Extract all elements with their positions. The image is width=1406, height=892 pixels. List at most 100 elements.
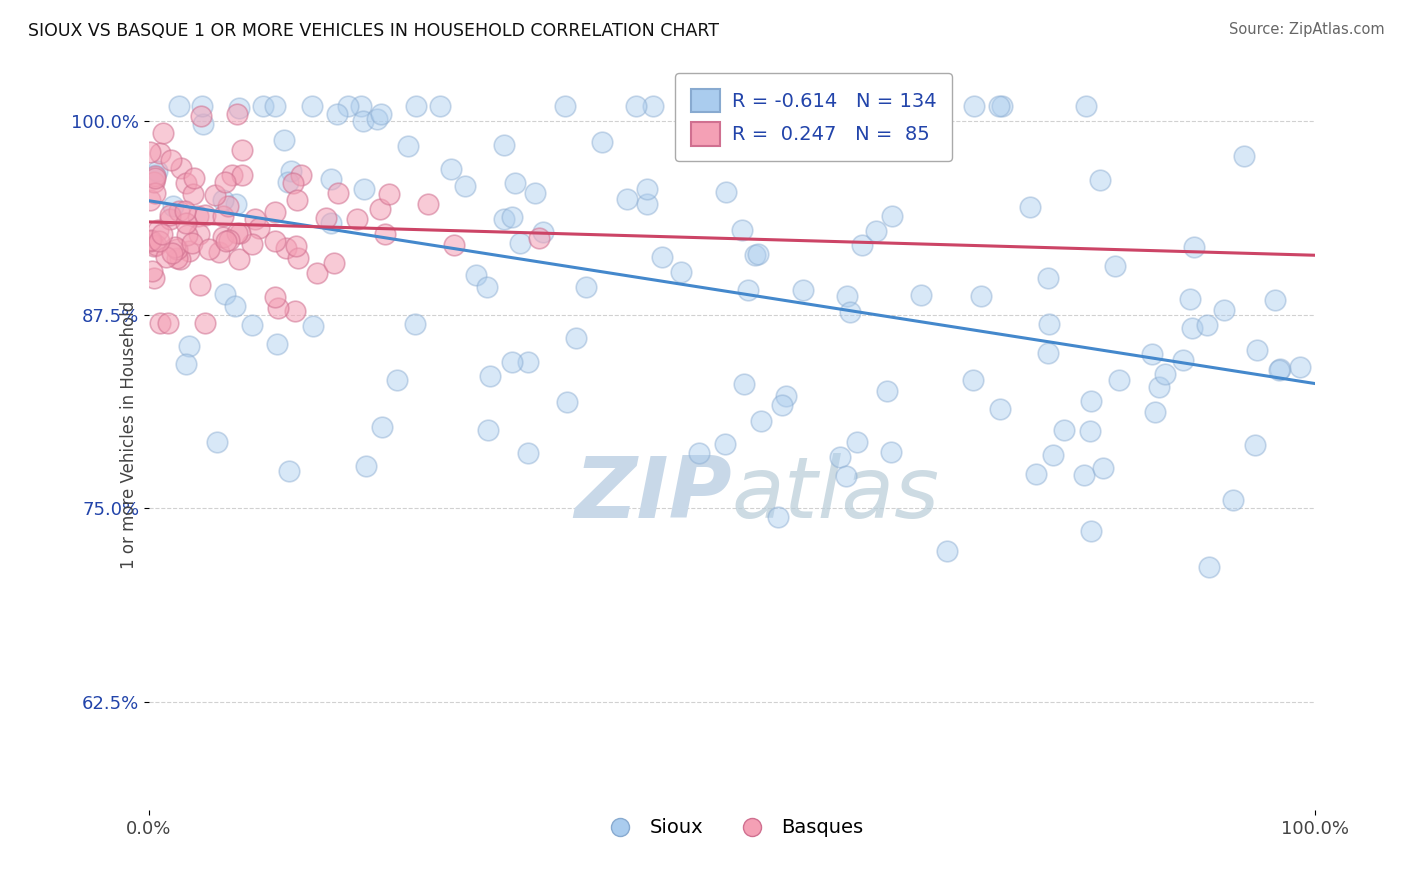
Point: [174, 357, 197, 371]
Point: [910, 288, 932, 302]
Point: [527, 231, 550, 245]
Point: [1018, 201, 1040, 215]
Point: [733, 376, 755, 391]
Point: [190, 99, 212, 113]
Point: [145, 168, 167, 182]
Point: [1268, 361, 1291, 376]
Point: [149, 316, 172, 330]
Point: [669, 265, 692, 279]
Point: [1246, 343, 1268, 358]
Point: [828, 450, 851, 465]
Point: [214, 175, 236, 189]
Point: [156, 316, 179, 330]
Point: [226, 226, 249, 240]
Point: [501, 211, 523, 225]
Point: [636, 197, 658, 211]
Point: [290, 168, 312, 182]
Point: [315, 211, 337, 226]
Point: [326, 107, 349, 121]
Point: [190, 277, 212, 292]
Point: [1088, 173, 1111, 187]
Point: [194, 208, 217, 222]
Legend: Sioux, Basques: Sioux, Basques: [593, 811, 870, 845]
Point: [273, 133, 295, 147]
Point: [169, 203, 191, 218]
Point: [1142, 346, 1164, 360]
Point: [792, 283, 814, 297]
Point: [143, 169, 166, 183]
Point: [689, 445, 711, 459]
Point: [505, 176, 527, 190]
Point: [212, 230, 235, 244]
Point: [969, 289, 991, 303]
Point: [404, 318, 426, 332]
Point: [187, 209, 209, 223]
Point: [212, 209, 235, 223]
Point: [651, 250, 673, 264]
Point: [252, 99, 274, 113]
Point: [198, 243, 221, 257]
Point: [377, 187, 399, 202]
Point: [142, 239, 165, 253]
Point: [1036, 271, 1059, 285]
Point: [353, 182, 375, 196]
Point: [225, 107, 247, 121]
Point: [249, 221, 271, 235]
Point: [166, 251, 188, 265]
Point: [176, 176, 198, 190]
Point: [494, 211, 516, 226]
Point: [636, 182, 658, 196]
Point: [371, 420, 394, 434]
Point: [187, 227, 209, 241]
Point: [744, 248, 766, 262]
Point: [1288, 360, 1310, 375]
Point: [159, 208, 181, 222]
Point: [176, 228, 198, 243]
Point: [1025, 467, 1047, 482]
Point: [880, 444, 903, 458]
Point: [1268, 362, 1291, 376]
Point: [167, 99, 190, 113]
Point: [302, 319, 325, 334]
Point: [641, 99, 664, 113]
Point: [231, 143, 253, 157]
Point: [305, 266, 328, 280]
Point: [145, 238, 167, 252]
Point: [141, 264, 163, 278]
Point: [1073, 468, 1095, 483]
Point: [352, 113, 374, 128]
Text: SIOUX VS BASQUE 1 OR MORE VEHICLES IN HOUSEHOLD CORRELATION CHART: SIOUX VS BASQUE 1 OR MORE VEHICLES IN HO…: [28, 22, 718, 40]
Point: [555, 395, 578, 409]
Point: [142, 271, 165, 285]
Point: [143, 175, 166, 189]
Point: [215, 235, 238, 249]
Point: [346, 211, 368, 226]
Point: [1038, 318, 1060, 332]
Point: [1178, 293, 1201, 307]
Point: [280, 163, 302, 178]
Point: [501, 354, 523, 368]
Point: [160, 246, 183, 260]
Point: [1222, 493, 1244, 508]
Point: [287, 251, 309, 265]
Point: [301, 99, 323, 113]
Point: [838, 305, 860, 319]
Point: [443, 238, 465, 252]
Point: [350, 99, 373, 113]
Point: [263, 205, 285, 219]
Point: [1181, 321, 1204, 335]
Point: [1036, 346, 1059, 360]
Point: [328, 186, 350, 200]
Point: [770, 398, 793, 412]
Point: [214, 287, 236, 301]
Point: [737, 283, 759, 297]
Text: ZIP: ZIP: [574, 453, 733, 536]
Point: [876, 384, 898, 399]
Point: [1244, 438, 1267, 452]
Point: [1173, 353, 1195, 368]
Point: [766, 510, 789, 524]
Point: [454, 179, 477, 194]
Point: [191, 118, 214, 132]
Point: [166, 242, 188, 256]
Point: [323, 256, 346, 270]
